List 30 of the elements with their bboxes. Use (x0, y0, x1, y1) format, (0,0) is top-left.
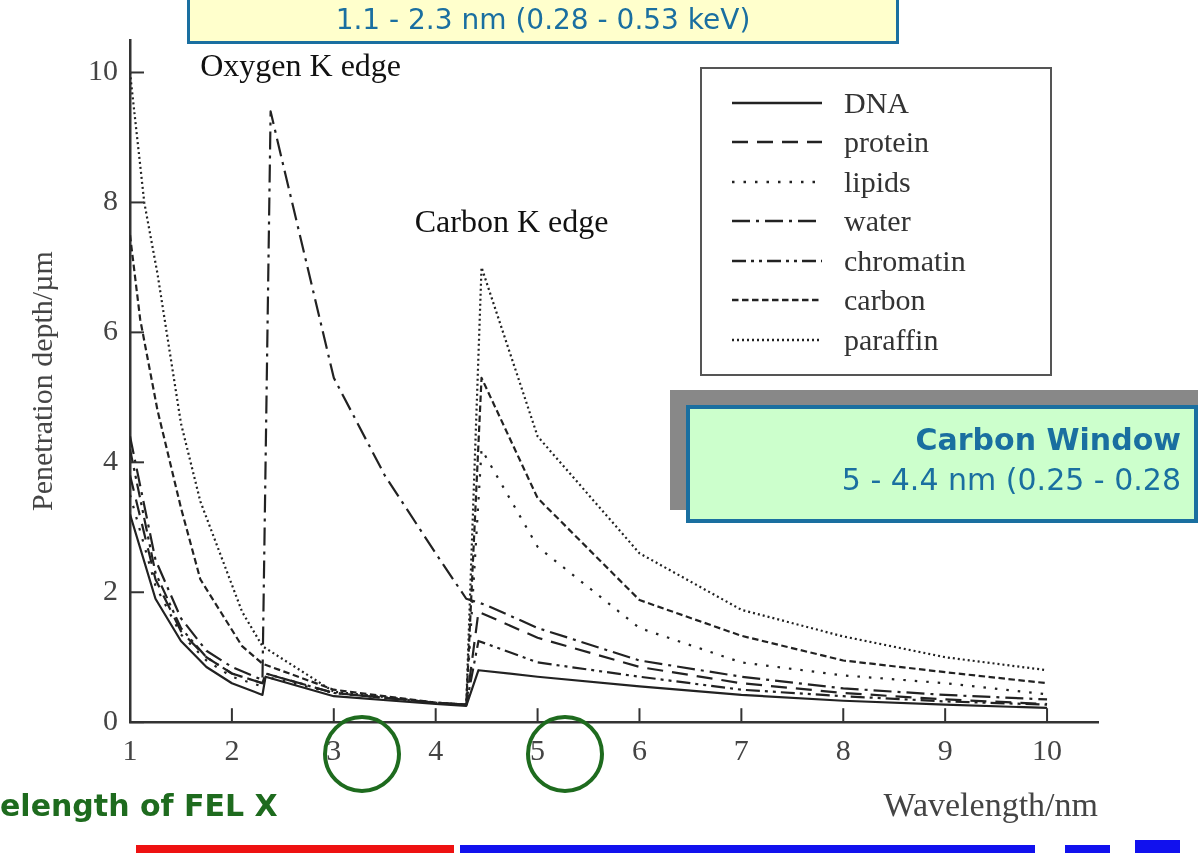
y-tick-label: 8 (103, 183, 118, 217)
legend-label: chromatin (844, 243, 966, 278)
y-tick-label: 6 (103, 313, 118, 347)
legend-label: paraffin (844, 322, 939, 357)
x-tick-label: 7 (733, 733, 749, 767)
text: elength of FEL X (0, 788, 278, 823)
x-tick-label: 2 (224, 733, 240, 767)
x-tick-label: 10 (1032, 733, 1063, 767)
legend-label: DNA (844, 85, 909, 120)
x-tick-label: 1 (122, 733, 138, 767)
legend-label: water (844, 204, 911, 239)
y-tick-label: 0 (103, 703, 118, 737)
y-tick-label: 4 (103, 443, 118, 477)
annotation: Carbon Window (914, 422, 1182, 457)
legend-label: lipids (844, 164, 911, 199)
x-tick-label: 5 (530, 733, 546, 767)
x-tick-label: 3 (326, 733, 342, 767)
y-tick-label: 10 (88, 53, 118, 87)
y-axis-title: Penetration depth/µm (24, 251, 58, 511)
x-tick-label: 9 (937, 733, 953, 767)
x-axis-title: Wavelength/nm (883, 785, 1098, 823)
annotation: 5 - 4.4 nm (0.25 - 0.28 (840, 462, 1182, 497)
x-tick-label: 8 (835, 733, 851, 767)
annotation: Oxygen K edge (200, 46, 402, 83)
legend-label: carbon (844, 283, 926, 318)
y-tick-label: 2 (103, 573, 118, 607)
x-tick-label: 6 (631, 733, 647, 767)
legend-label: protein (844, 125, 929, 160)
x-tick-label: 4 (428, 733, 444, 767)
annotation: Carbon K edge (414, 202, 609, 239)
